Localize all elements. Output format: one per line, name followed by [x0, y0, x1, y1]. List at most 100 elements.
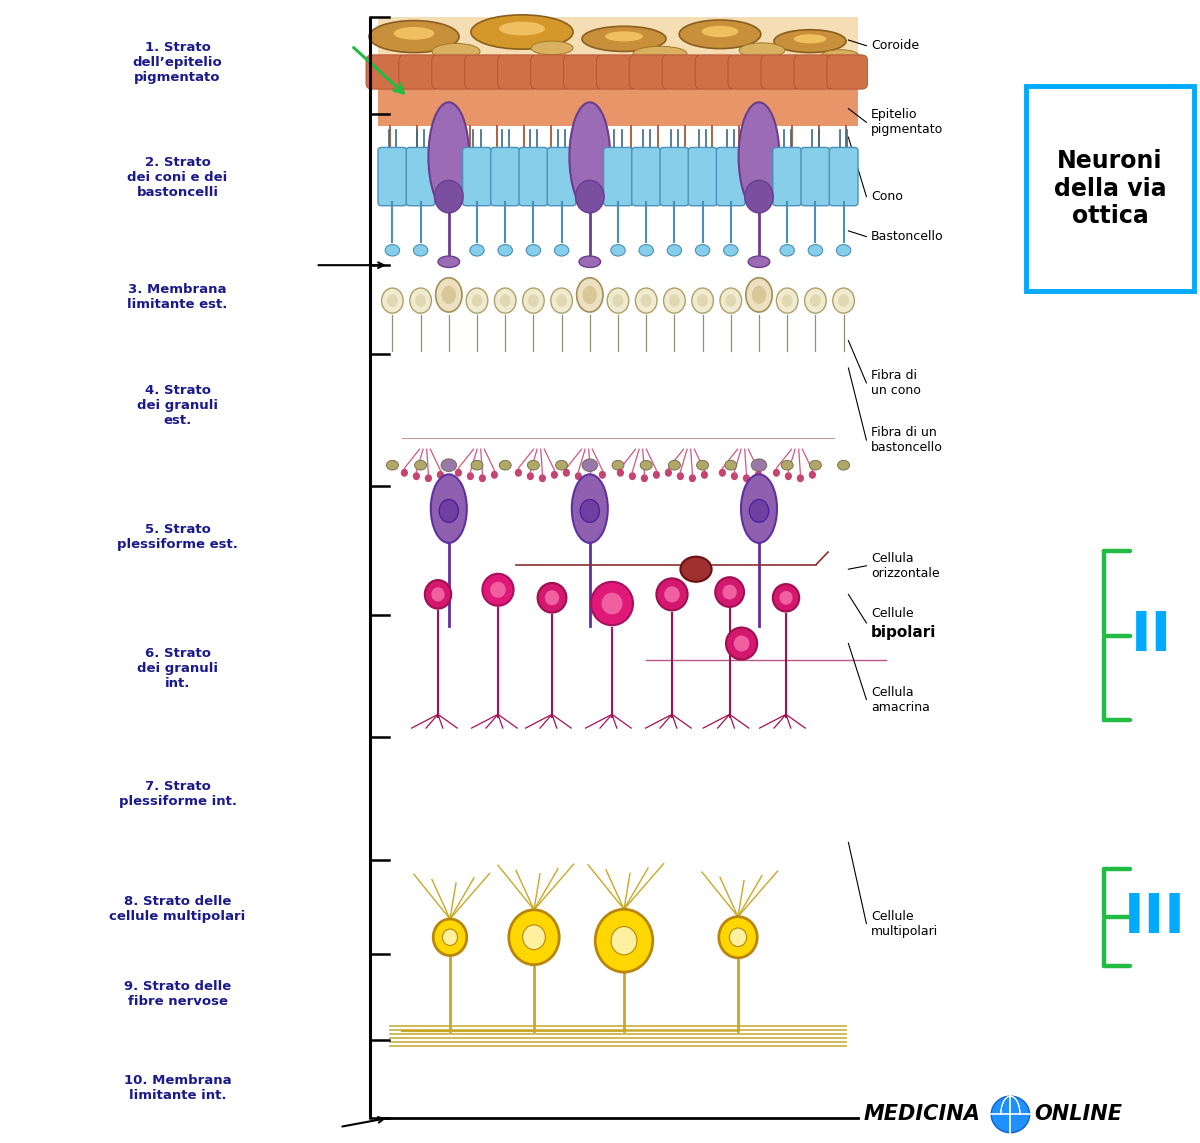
Ellipse shape: [696, 461, 708, 470]
Ellipse shape: [580, 256, 600, 267]
Ellipse shape: [554, 245, 569, 256]
Ellipse shape: [413, 245, 428, 256]
Ellipse shape: [442, 458, 457, 472]
FancyBboxPatch shape: [631, 147, 661, 206]
Ellipse shape: [691, 288, 713, 313]
Ellipse shape: [587, 474, 594, 482]
Text: 5. Strato
plessiforme est.: 5. Strato plessiforme est.: [118, 523, 238, 551]
Ellipse shape: [545, 590, 559, 605]
Text: 7. Strato
plessiforme int.: 7. Strato plessiforme int.: [119, 781, 236, 808]
Ellipse shape: [695, 245, 710, 256]
Ellipse shape: [653, 471, 660, 479]
Ellipse shape: [576, 278, 604, 312]
Ellipse shape: [601, 592, 623, 615]
FancyBboxPatch shape: [596, 55, 637, 89]
Text: 8. Strato delle
cellule multipolari: 8. Strato delle cellule multipolari: [109, 895, 246, 922]
Ellipse shape: [581, 499, 600, 522]
Text: bipolari: bipolari: [871, 624, 936, 640]
Ellipse shape: [455, 469, 462, 477]
FancyBboxPatch shape: [773, 147, 802, 206]
Ellipse shape: [701, 471, 708, 479]
Ellipse shape: [724, 245, 738, 256]
Ellipse shape: [715, 577, 744, 607]
Ellipse shape: [731, 472, 738, 480]
Ellipse shape: [677, 472, 684, 480]
Ellipse shape: [611, 245, 625, 256]
Ellipse shape: [582, 286, 598, 304]
FancyBboxPatch shape: [662, 55, 703, 89]
FancyBboxPatch shape: [398, 55, 439, 89]
Ellipse shape: [410, 288, 432, 313]
Ellipse shape: [433, 919, 467, 956]
Ellipse shape: [530, 41, 574, 55]
Ellipse shape: [809, 245, 823, 256]
Ellipse shape: [470, 461, 482, 470]
Ellipse shape: [494, 288, 516, 313]
Ellipse shape: [556, 294, 566, 307]
Ellipse shape: [523, 925, 545, 950]
Text: 10. Membrana
limitante int.: 10. Membrana limitante int.: [124, 1074, 232, 1102]
Ellipse shape: [641, 461, 653, 470]
Ellipse shape: [401, 469, 408, 477]
Text: 3. Membrana
limitante est.: 3. Membrana limitante est.: [127, 283, 228, 311]
Ellipse shape: [822, 58, 858, 74]
Ellipse shape: [745, 181, 773, 213]
Ellipse shape: [689, 474, 696, 482]
Bar: [378, 80, 858, 126]
Ellipse shape: [668, 461, 680, 470]
FancyBboxPatch shape: [716, 147, 745, 206]
FancyBboxPatch shape: [1026, 86, 1194, 291]
Ellipse shape: [438, 256, 460, 267]
Ellipse shape: [539, 474, 546, 482]
FancyBboxPatch shape: [564, 55, 605, 89]
FancyBboxPatch shape: [604, 147, 632, 206]
Ellipse shape: [749, 256, 770, 267]
Ellipse shape: [773, 584, 799, 612]
Ellipse shape: [743, 474, 750, 482]
Ellipse shape: [538, 583, 566, 613]
Ellipse shape: [388, 294, 398, 307]
Ellipse shape: [491, 471, 498, 479]
FancyBboxPatch shape: [366, 55, 407, 89]
Ellipse shape: [515, 469, 522, 477]
Ellipse shape: [634, 46, 686, 61]
Ellipse shape: [528, 461, 540, 470]
Ellipse shape: [592, 582, 634, 625]
Bar: [378, 17, 858, 80]
Ellipse shape: [576, 181, 604, 213]
Text: 6. Strato
dei granuli
int.: 6. Strato dei granuli int.: [137, 647, 218, 690]
Ellipse shape: [551, 471, 558, 479]
Text: Fibra di
un cono: Fibra di un cono: [871, 369, 922, 397]
Ellipse shape: [809, 461, 821, 470]
Ellipse shape: [595, 910, 653, 972]
Ellipse shape: [780, 245, 794, 256]
FancyBboxPatch shape: [827, 55, 868, 89]
Ellipse shape: [797, 474, 804, 482]
Ellipse shape: [739, 43, 785, 58]
Ellipse shape: [432, 588, 445, 601]
Ellipse shape: [664, 288, 685, 313]
Ellipse shape: [571, 474, 607, 543]
Ellipse shape: [437, 471, 444, 479]
Text: Cellula
orizzontale: Cellula orizzontale: [871, 552, 940, 580]
Ellipse shape: [467, 472, 474, 480]
Text: Cellule: Cellule: [871, 607, 914, 621]
Ellipse shape: [809, 471, 816, 479]
Ellipse shape: [442, 286, 456, 304]
Text: Cellula
amacrina: Cellula amacrina: [871, 686, 930, 713]
Ellipse shape: [785, 472, 792, 480]
Ellipse shape: [470, 245, 485, 256]
FancyBboxPatch shape: [520, 147, 548, 206]
Ellipse shape: [570, 103, 610, 210]
FancyBboxPatch shape: [660, 147, 689, 206]
Ellipse shape: [730, 928, 746, 946]
Ellipse shape: [665, 469, 672, 477]
Text: Cono: Cono: [871, 190, 904, 203]
Ellipse shape: [781, 461, 793, 470]
Text: 2. Strato
dei coni e dei
bastoncelli: 2. Strato dei coni e dei bastoncelli: [127, 155, 228, 199]
Text: MEDICINA: MEDICINA: [864, 1104, 980, 1125]
Ellipse shape: [479, 474, 486, 482]
Ellipse shape: [725, 294, 736, 307]
FancyBboxPatch shape: [829, 147, 858, 206]
Ellipse shape: [431, 474, 467, 543]
